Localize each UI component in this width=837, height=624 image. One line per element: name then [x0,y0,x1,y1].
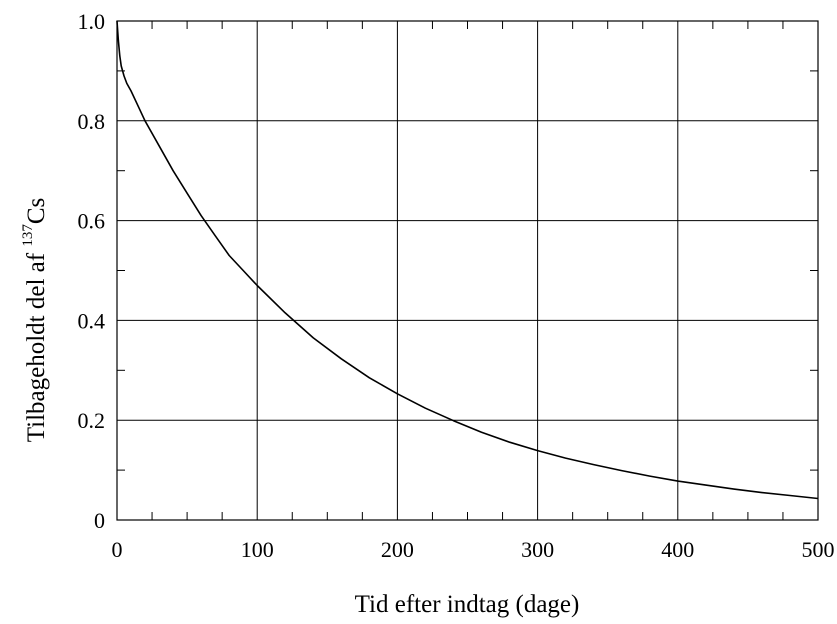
y-axis-label-element: Cs [23,198,50,224]
y-axis-label: Tilbageholdt del af 137Cs [20,198,50,443]
y-tick-label: 0 [94,508,105,533]
x-tick-label: 400 [661,537,694,562]
y-tick-label: 0.8 [78,109,106,134]
grid [116,20,819,521]
x-tick-label: 100 [241,537,274,562]
y-tick-label: 0.6 [78,209,106,234]
plot-lines [116,20,819,500]
x-axis-label: Tid efter indtag (dage) [355,591,580,618]
x-tick-label: 200 [381,537,414,562]
minor-ticks [117,21,818,520]
tick-labels: 0 100 200 300 400 500 0 0.2 0.4 0.6 0.8 1.0 [78,9,835,562]
x-tick-label: 0 [112,537,123,562]
x-tick-label: 500 [802,537,835,562]
y-tick-label: 0.4 [78,308,106,333]
y-tick-label: 0.2 [78,408,106,433]
y-axis-label-text: Tilbageholdt del af [23,247,50,443]
x-tick-label: 300 [521,537,554,562]
plot-frame [116,20,819,521]
y-tick-label: 1.0 [78,9,106,34]
y-axis-label-superscript: 137 [20,224,36,247]
retention-curve [116,20,819,500]
